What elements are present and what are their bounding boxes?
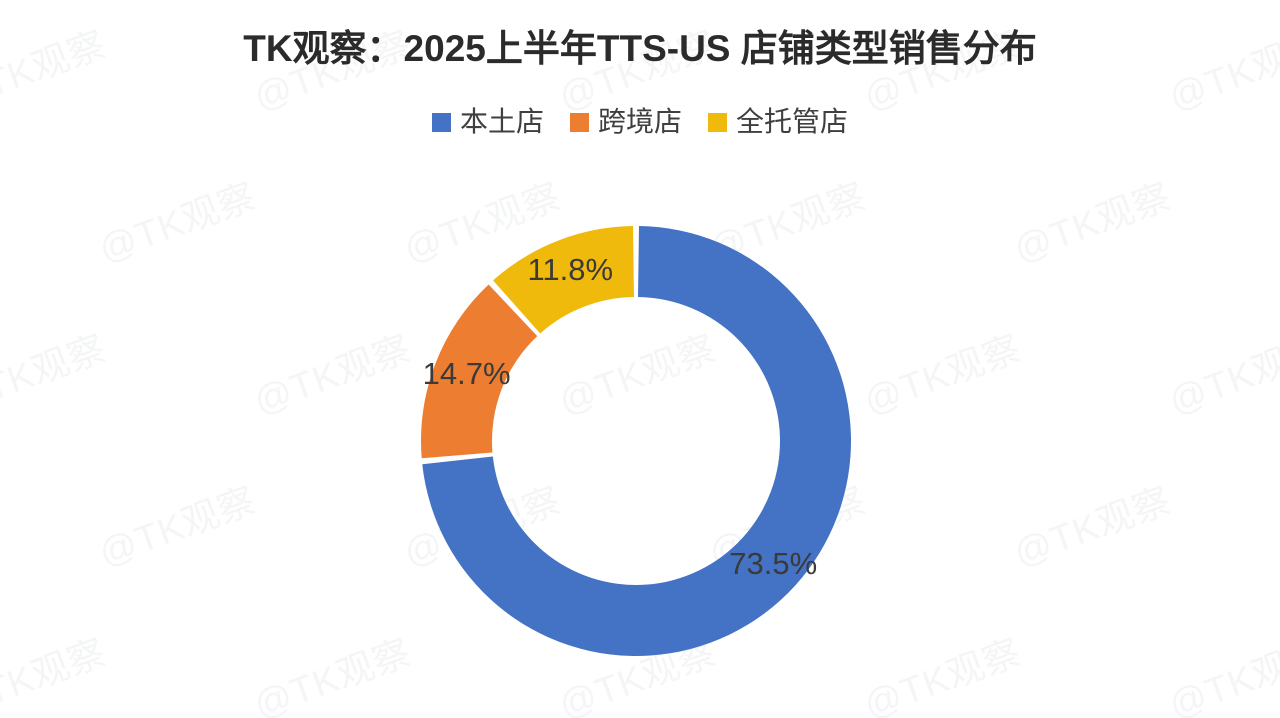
- square-swatch-icon: [569, 112, 589, 132]
- legend-item-label: 全托管店: [736, 106, 849, 137]
- donut-slice[interactable]: [422, 226, 851, 657]
- donut-slice-label: 11.8%: [527, 252, 613, 287]
- chart-legend: 本土店 跨境店 全托管店: [0, 108, 1280, 136]
- page-title: TK观察：2025上半年TTS-US 店铺类型销售分布: [243, 28, 1037, 69]
- legend-item-local-store[interactable]: 本土店: [431, 106, 544, 137]
- donut-label-group: 73.5% 14.7% 11.8%: [423, 252, 817, 581]
- square-swatch-icon: [431, 112, 451, 132]
- donut-slice[interactable]: [493, 226, 634, 334]
- legend-item-cross-border-store[interactable]: 跨境店: [569, 106, 682, 137]
- donut-slice-label: 73.5%: [729, 546, 817, 581]
- donut-slice-group: [421, 226, 851, 657]
- legend-item-label: 跨境店: [597, 106, 682, 137]
- square-swatch-icon: [708, 112, 727, 132]
- legend-item-label: 本土店: [459, 106, 544, 137]
- donut-slice[interactable]: [421, 284, 538, 459]
- donut-slice-label: 14.7%: [423, 356, 511, 391]
- legend-item-fully-managed-store[interactable]: 全托管店: [708, 108, 848, 136]
